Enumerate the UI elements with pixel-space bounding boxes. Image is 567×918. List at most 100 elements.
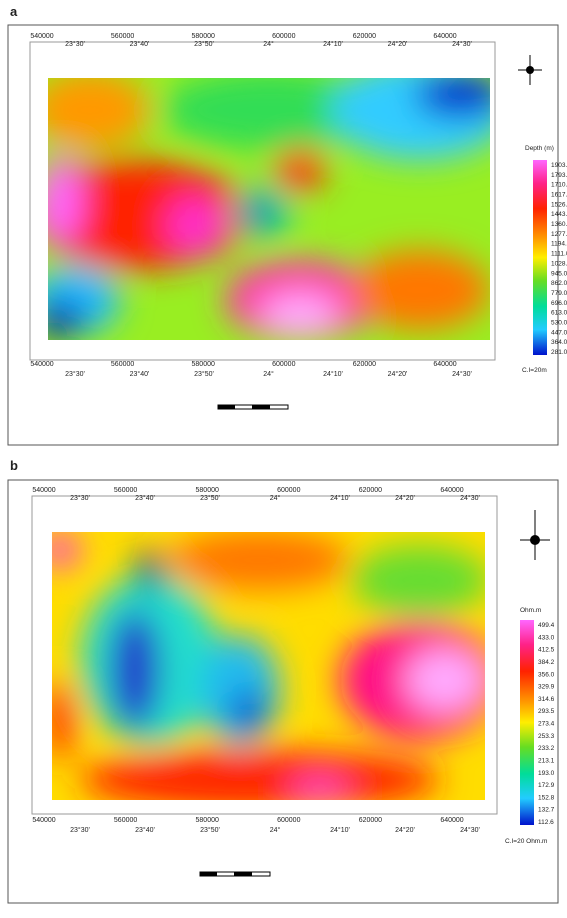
legend-value: 1111.0: [551, 251, 567, 258]
degree-label: 24°10': [330, 494, 350, 502]
legend-value: 1526.0: [551, 201, 567, 208]
north-arrow: [518, 55, 542, 85]
legend-value: 613.0: [551, 310, 567, 317]
color-bar: [533, 160, 547, 355]
degree-label: 24°: [263, 370, 274, 378]
legend-value: 213.1: [538, 757, 555, 764]
map-frame: [31, 495, 498, 815]
contour-map: [48, 78, 490, 340]
contour-interval: C.I=20 Ohm.m: [505, 838, 547, 845]
legend-value: 281.0: [551, 349, 567, 356]
scale-bar: [217, 404, 289, 410]
coordinate-label: 640000: [433, 361, 456, 368]
legend-value: 862.0: [551, 280, 567, 287]
coordinate-label: 600000: [277, 817, 300, 824]
legend-value: 364.0: [551, 339, 567, 346]
legend-value: 1617.0: [551, 192, 567, 199]
coordinate-label: 580000: [192, 361, 215, 368]
degree-label: 24°: [270, 826, 281, 834]
degree-label: 23°50': [200, 826, 220, 834]
map-frame: [29, 41, 496, 361]
legend-title: Depth (m): [525, 145, 554, 152]
color-bar: [520, 620, 534, 825]
degree-label: 24°: [270, 494, 281, 502]
coordinate-label: 620000: [353, 33, 376, 40]
legend-value: 1194.0: [551, 241, 567, 248]
coordinate-label: 580000: [192, 33, 215, 40]
legend-value: 356.0: [538, 671, 555, 678]
degree-label: 23°40': [130, 370, 150, 378]
degree-label: 23°40': [130, 40, 150, 48]
legend-value: 1710.0: [551, 182, 567, 189]
legend-value: 329.9: [538, 684, 555, 691]
legend-value: 233.2: [538, 745, 555, 752]
legend-title: Ohm.m: [520, 607, 541, 614]
north-arrow: [520, 510, 550, 560]
legend-value: 172.9: [538, 782, 555, 789]
coordinate-label: 640000: [440, 487, 463, 494]
degree-label: 24°10': [323, 370, 343, 378]
degree-label: 24°20': [388, 40, 408, 48]
contour-interval: C.I=20m: [522, 367, 547, 374]
legend-value: 253.3: [538, 733, 555, 740]
coordinate-label: 600000: [272, 361, 295, 368]
legend-value: 412.5: [538, 647, 555, 654]
degree-label: 23°50': [194, 40, 214, 48]
degree-label: 23°30': [65, 370, 85, 378]
contour-map: [52, 532, 485, 800]
degree-label: 24°20': [388, 370, 408, 378]
legend-value: 499.4: [538, 622, 555, 629]
coordinate-label: 580000: [196, 487, 219, 494]
coordinate-label: 540000: [32, 487, 55, 494]
degree-label: 24°10': [323, 40, 343, 48]
legend-value: 945.0: [551, 270, 567, 277]
panel-label: b: [10, 458, 18, 473]
degree-label: 23°40': [135, 494, 155, 502]
coordinate-label: 540000: [30, 361, 53, 368]
legend-value: 112.6: [538, 819, 554, 826]
coordinate-label: 560000: [114, 487, 137, 494]
legend-value: 193.0: [538, 770, 555, 777]
degree-label: 24°30': [452, 370, 472, 378]
coordinate-label: 600000: [277, 487, 300, 494]
legend-value: 1277.0: [551, 231, 567, 238]
panel-label: a: [10, 4, 18, 19]
degree-label: 24°20': [395, 826, 415, 834]
panel-frame: [7, 24, 559, 446]
coordinate-label: 620000: [359, 487, 382, 494]
coordinate-label: 600000: [272, 33, 295, 40]
panel-frame: [7, 479, 559, 904]
degree-label: 24°: [263, 40, 274, 48]
legend-value: 433.0: [538, 634, 555, 641]
coordinate-label: 560000: [111, 33, 134, 40]
coordinate-label: 640000: [440, 817, 463, 824]
coordinate-label: 540000: [30, 33, 53, 40]
coordinate-label: 620000: [353, 361, 376, 368]
degree-label: 23°40': [135, 826, 155, 834]
degree-label: 24°20': [395, 494, 415, 502]
legend-value: 1028.0: [551, 260, 567, 267]
coordinate-label: 620000: [359, 817, 382, 824]
coordinate-label: 640000: [433, 33, 456, 40]
legend-value: 779.0: [551, 290, 567, 297]
degree-label: 24°30': [460, 494, 480, 502]
degree-label: 24°10': [330, 826, 350, 834]
coordinate-label: 560000: [111, 361, 134, 368]
coordinate-label: 540000: [32, 817, 55, 824]
legend-value: 314.6: [538, 696, 555, 703]
scale-bar: [199, 871, 271, 877]
degree-label: 23°30': [65, 40, 85, 48]
degree-label: 24°30': [460, 826, 480, 834]
legend-value: 1903.0: [551, 162, 567, 169]
degree-label: 23°50': [194, 370, 214, 378]
legend-value: 447.0: [551, 329, 567, 336]
legend-value: 152.8: [538, 794, 555, 801]
degree-label: 23°50': [200, 494, 220, 502]
legend-value: 384.2: [538, 659, 555, 666]
legend-value: 1443.0: [551, 211, 567, 218]
legend-value: 132.7: [538, 807, 555, 814]
coordinate-label: 560000: [114, 817, 137, 824]
legend-value: 530.0: [551, 319, 567, 326]
